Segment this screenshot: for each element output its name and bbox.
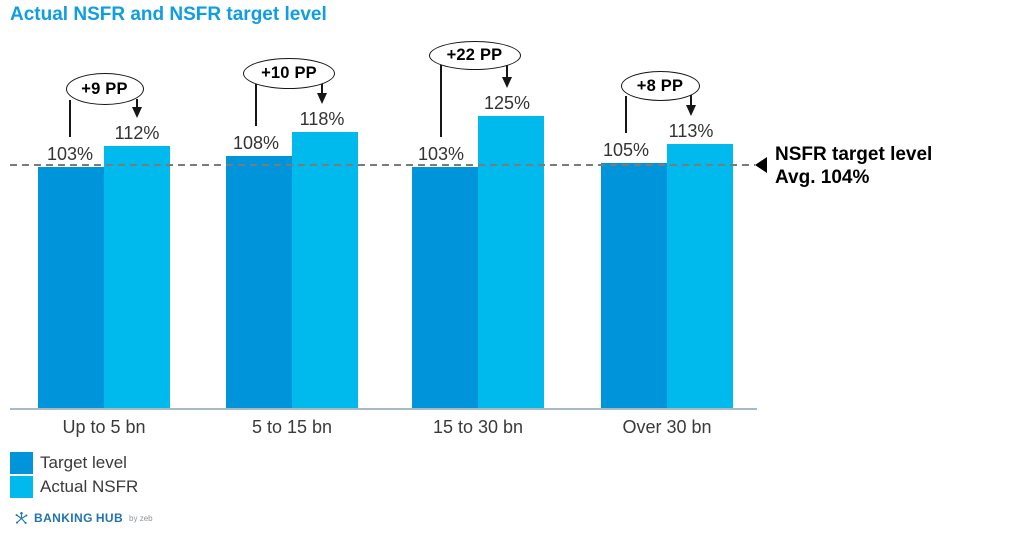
bar-target-level <box>412 167 478 410</box>
legend: Target level Actual NSFR <box>10 452 138 500</box>
bar-target-level <box>226 155 292 410</box>
bar-value-label: 125% <box>483 92 531 113</box>
delta-annotation: +9 PP <box>65 73 144 105</box>
bar-value-label: 113% <box>668 120 714 141</box>
down-arrow-icon <box>501 76 512 88</box>
target-level-swatch <box>10 452 33 474</box>
bar-value-label: 112% <box>114 123 160 144</box>
annotation-arrow-stem <box>136 99 138 109</box>
x-axis-label: 15 to 30 bn <box>432 417 524 437</box>
reference-line-average: Avg. 104% <box>775 167 870 188</box>
x-axis-label: Over 30 bn <box>622 417 712 437</box>
bar-value-label: 103% <box>417 144 465 165</box>
brand-byline: by zeb <box>129 514 153 523</box>
delta-annotation: +8 PP <box>620 71 700 101</box>
annotation-arrow-stem <box>506 63 508 78</box>
reference-line-label: NSFR target level Avg. 104% <box>775 143 932 189</box>
banking-hub-logo-icon <box>15 511 28 525</box>
brand-banking: BANKING <box>34 511 93 525</box>
bar-target-level <box>601 162 667 410</box>
banking-hub-logo: BANKING HUB by zeb <box>14 511 153 526</box>
left-arrow-icon <box>755 157 767 173</box>
annotation-line <box>69 100 71 138</box>
annotation-line <box>625 96 627 133</box>
legend-item-target-level: Target level <box>10 452 138 474</box>
legend-label: Actual NSFR <box>40 477 139 496</box>
down-arrow-icon <box>316 92 327 104</box>
down-arrow-icon <box>685 104 696 116</box>
bar-actual-nsfr <box>104 146 170 410</box>
annotation-line <box>255 83 257 126</box>
bar-value-label: 105% <box>602 139 650 160</box>
annotation-arrow-stem <box>690 95 692 106</box>
bar-actual-nsfr <box>292 131 358 410</box>
bar-value-label: 108% <box>232 132 280 153</box>
reference-line-title: NSFR target level <box>775 144 933 165</box>
bar-value-label: 118% <box>299 108 345 129</box>
bar-value-label: 103% <box>46 144 94 165</box>
banking-hub-wordmark: BANKING HUB <box>34 511 123 526</box>
x-axis-label: Up to 5 bn <box>62 417 146 437</box>
legend-item-actual-nsfr: Actual NSFR <box>10 476 138 498</box>
target-average-line <box>10 164 755 166</box>
bar-target-level <box>38 167 104 410</box>
x-axis-label: 5 to 15 bn <box>251 417 333 437</box>
delta-annotation: +10 PP <box>243 57 335 89</box>
down-arrow-icon <box>131 107 142 119</box>
bar-actual-nsfr <box>667 143 733 410</box>
delta-annotation: +22 PP <box>428 40 521 70</box>
actual-nsfr-swatch <box>10 476 33 498</box>
chart-title: Actual NSFR and NSFR target level <box>10 4 327 25</box>
annotation-line <box>440 64 442 138</box>
x-axis-line <box>10 408 757 410</box>
legend-label: Target level <box>40 453 127 472</box>
annotation-arrow-stem <box>321 82 323 94</box>
brand-hub: HUB <box>95 511 124 525</box>
bar-actual-nsfr <box>478 115 544 410</box>
